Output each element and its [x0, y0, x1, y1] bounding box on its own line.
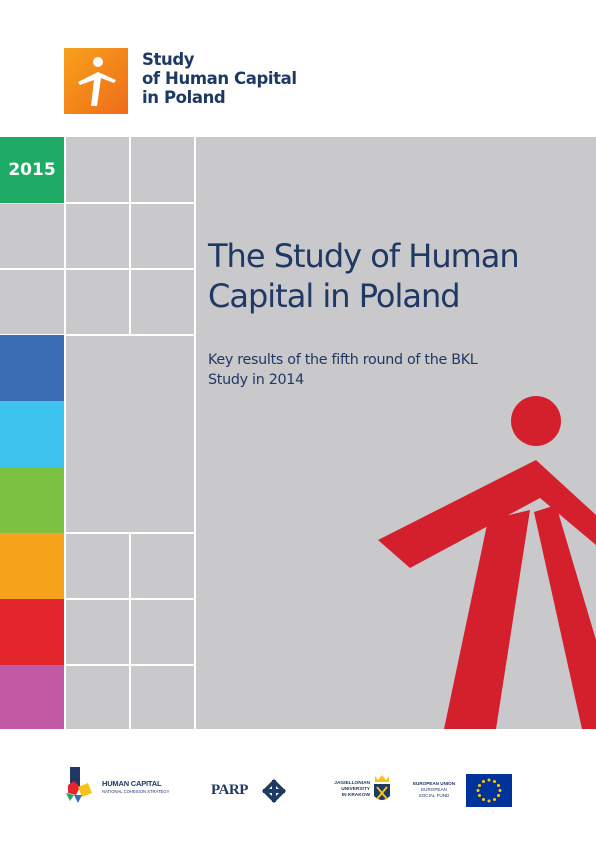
uj-crest-icon [374, 775, 390, 800]
year-badge: 2015 [0, 137, 64, 203]
eu-logo [466, 774, 512, 807]
parp-diamond-icon [262, 779, 286, 803]
title-line: The Study of Human [208, 237, 520, 275]
cover-subtitle: Key results of the fifth round of the BK… [208, 350, 538, 390]
color-tile-red [0, 599, 64, 665]
grid-line [0, 268, 196, 270]
grid-line [129, 137, 131, 335]
series-logo [64, 48, 128, 114]
eu-flag-icon [466, 774, 512, 807]
logo-line: Study [142, 50, 195, 69]
color-tile-orange [0, 533, 64, 599]
series-logo-text: Study of Human Capital in Poland [142, 50, 297, 107]
eu-line: EUROPEAN UNION [412, 781, 456, 786]
eu-line: EUROPEAN [421, 787, 447, 792]
color-tile-magenta [0, 665, 64, 731]
subtitle-line: Key results of the fifth round of the BK… [208, 352, 478, 368]
human-figure-logo-icon [64, 48, 128, 114]
uj-text: JAGIELLONIAN UNIVERSITY IN KRAKOW [320, 781, 370, 799]
grid-line [0, 532, 196, 534]
uj-line: UNIVERSITY [341, 787, 370, 792]
subtitle-line: Study in 2014 [208, 372, 304, 388]
title-line: Capital in Poland [208, 277, 461, 315]
parp-wordmark: PARP [211, 782, 248, 798]
grid-line [64, 137, 66, 729]
color-tile-green [0, 467, 64, 533]
uj-logo [372, 774, 392, 806]
grid-line [129, 533, 131, 729]
color-tile-blue [0, 335, 64, 401]
grid-line [0, 202, 196, 204]
hc-title: HUMAN CAPITAL [102, 779, 162, 788]
partner-logos-footer: HUMAN CAPITAL NATIONAL COHESION STRATEGY… [0, 729, 596, 861]
eu-line: SOCIAL FUND [418, 793, 450, 798]
year-text: 2015 [8, 160, 56, 180]
cover-title: The Study of Human Capital in Poland [208, 236, 588, 316]
grid-line [0, 664, 196, 666]
uj-line: JAGIELLONIAN [334, 781, 370, 786]
uj-line: IN KRAKOW [341, 793, 370, 798]
hc-subtitle: NATIONAL COHESION STRATEGY [102, 789, 170, 794]
color-tile-cyan [0, 401, 64, 467]
grid-line [0, 598, 196, 600]
grid-line [0, 334, 196, 336]
red-human-figure-icon [378, 396, 596, 729]
hc-logo [64, 767, 96, 803]
parp-logo [261, 778, 287, 804]
hc-star-icon [66, 767, 92, 803]
eu-text: EUROPEAN UNION EUROPEAN SOCIAL FUND [408, 781, 460, 799]
logo-line: in Poland [142, 88, 226, 107]
grid-line [194, 137, 196, 729]
logo-line: of Human Capital [142, 69, 297, 88]
